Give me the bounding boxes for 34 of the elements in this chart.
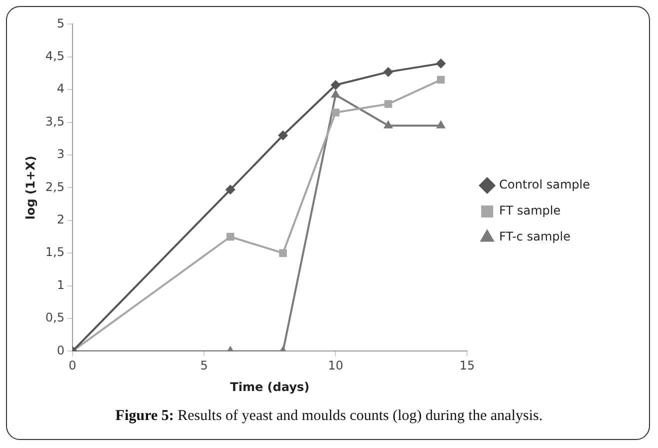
y-tick-label: 4 (56, 82, 64, 96)
y-tick-label: 2 (56, 212, 64, 227)
point (330, 80, 341, 90)
point (436, 76, 445, 84)
point (384, 100, 392, 108)
x-tick-label: 15 (460, 358, 475, 373)
y-tick-label: 4,5 (45, 49, 64, 64)
x-tick-label: 10 (328, 358, 344, 373)
point (383, 120, 394, 128)
point (436, 120, 446, 128)
y-tick-label: 1 (56, 278, 64, 292)
legend-label: FT sample (499, 204, 561, 218)
legend-label: Control sample (499, 178, 590, 192)
point (279, 249, 287, 257)
point (330, 89, 340, 98)
y-tick-label: 0 (56, 343, 64, 358)
point (436, 58, 446, 68)
y-tick-label: 0,5 (45, 310, 64, 325)
y-tick-label: 5 (56, 16, 64, 30)
point (225, 184, 236, 195)
y-tick-label: 1,5 (45, 245, 64, 260)
caption: Figure 5: Results of yeast and moulds counts (log) during the analysis. (114, 408, 544, 425)
x-axis-title: Time (days) (230, 380, 310, 394)
y-tick-label: 3 (56, 147, 64, 162)
point (278, 130, 288, 140)
legend-label: FT-c sample (499, 230, 570, 244)
point (332, 108, 340, 116)
y-axis-title: log (1+X) (23, 156, 38, 220)
x-tick-label: 0 (68, 358, 76, 373)
y-tick-label: 2,5 (45, 180, 64, 194)
y-tick-label: 3,5 (45, 114, 64, 128)
x-tick-label: 5 (200, 358, 208, 373)
point (383, 66, 394, 77)
point (226, 232, 234, 241)
